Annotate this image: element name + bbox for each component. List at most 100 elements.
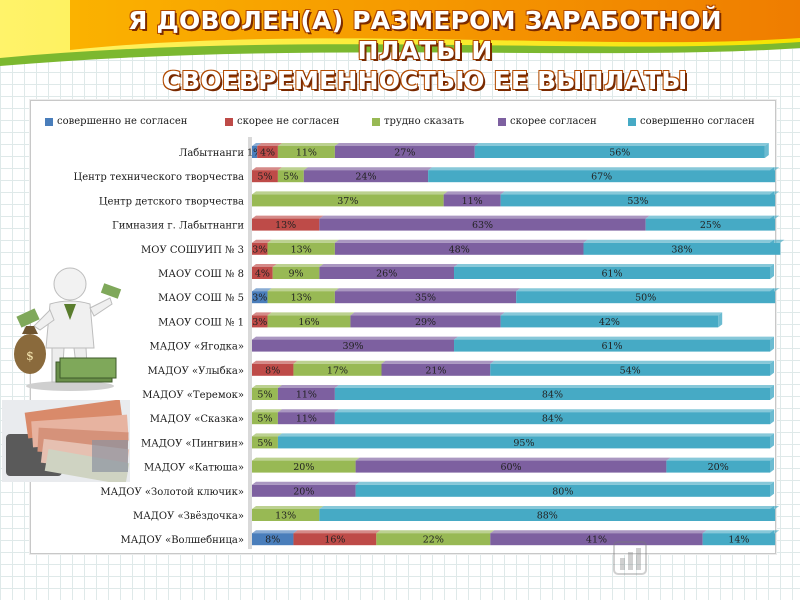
bar-segment — [666, 460, 770, 473]
data-label: 8% — [265, 365, 280, 376]
category-label: МАДОУ «Сказка» — [150, 414, 244, 425]
bar-segment — [272, 267, 320, 279]
data-label: 16% — [324, 535, 345, 546]
bar-segment — [454, 267, 770, 279]
category-label: МАОУ СОШ № 5 — [158, 293, 244, 304]
data-label: 11% — [296, 390, 317, 401]
bar-segment — [645, 218, 776, 231]
bar-segment — [267, 242, 335, 255]
bar-segment — [252, 242, 268, 255]
bar-segment-top — [277, 409, 339, 413]
bar-segment — [490, 363, 770, 376]
bar-end-cap — [770, 215, 774, 231]
category-label: МАОУ СОШ № 8 — [158, 269, 244, 280]
data-label: 5% — [257, 390, 272, 401]
bar-segment-top — [252, 360, 298, 364]
data-label: 4% — [255, 269, 270, 280]
bar-segment-top — [267, 239, 339, 243]
bar-segment-top — [583, 239, 785, 243]
data-label: 11% — [296, 414, 317, 425]
bar-segment-top — [490, 360, 774, 364]
bar-segment-top — [277, 143, 339, 146]
data-label: 67% — [591, 172, 612, 183]
title-line-2: СВОЕВРЕМЕННОСТЬЮ ЕЕ ВЫПЛАТЫ — [162, 66, 688, 95]
bar-segment-top — [334, 288, 521, 292]
data-label: 39% — [342, 341, 363, 352]
bar-end-cap — [770, 360, 774, 376]
bar-segment — [267, 315, 351, 328]
bar-end-cap — [770, 385, 774, 400]
bar-segment-top — [252, 215, 324, 219]
bar-segment — [293, 363, 382, 376]
bar-segment — [334, 242, 584, 255]
bar-segment-top — [272, 264, 324, 267]
category-label: МАОУ СОШ № 1 — [158, 317, 244, 328]
bar-segment-top — [252, 433, 282, 437]
chart-legend: совершенно не согласен скорее не согласе… — [45, 115, 765, 131]
data-label: 42% — [599, 317, 620, 328]
category-label: МАДОУ «Теремок» — [142, 390, 244, 401]
data-label: 9% — [288, 269, 303, 280]
data-label: 84% — [542, 414, 563, 425]
bar-segment-top — [474, 143, 769, 146]
bar-segment-top — [443, 191, 505, 195]
category-label: Центр детского творчества — [99, 196, 244, 207]
bar-segment — [350, 315, 501, 328]
data-label: 11% — [462, 196, 483, 207]
category-label: МАДОУ «Улыбка» — [147, 366, 244, 377]
category-label: МАДОУ «Волшебница» — [121, 535, 244, 546]
legend-label-1: совершенно не согласен — [57, 116, 188, 127]
data-label: 88% — [537, 511, 558, 522]
bar-segment-top — [267, 312, 355, 316]
bar-segment — [277, 436, 770, 449]
bar-segment-top — [277, 433, 774, 437]
data-label: 35% — [415, 293, 436, 304]
bar-segment — [252, 218, 320, 231]
data-label: 5% — [257, 414, 272, 425]
bar-segment-top — [303, 167, 433, 171]
data-label: 5% — [283, 172, 298, 183]
bar-segment — [252, 388, 278, 400]
bar-end-cap — [770, 506, 774, 521]
bar-segment — [252, 436, 278, 449]
data-label: 84% — [542, 390, 563, 401]
bar-end-cap — [770, 239, 774, 255]
bar-segment-top — [666, 457, 774, 461]
data-label: 27% — [394, 148, 415, 159]
data-label: 80% — [552, 486, 573, 497]
data-label: 56% — [609, 148, 630, 159]
bar-segment-top — [334, 143, 479, 146]
bar-segment-top — [376, 530, 495, 534]
data-label: 50% — [635, 293, 656, 304]
bar-end-cap — [718, 312, 723, 328]
bar-segment — [252, 533, 294, 546]
category-label: МАДОУ «Золотой ключик» — [100, 487, 244, 498]
data-label: 48% — [449, 244, 470, 255]
banknotes-and-wallet-illustration — [2, 400, 130, 482]
bar-segment — [355, 460, 667, 473]
bar-segment-top — [454, 336, 774, 340]
bar-segment — [583, 242, 781, 255]
bar-segment — [277, 170, 304, 183]
legend-label-3: трудно сказать — [384, 116, 465, 127]
bar-segment-top — [252, 143, 262, 146]
data-label: 21% — [425, 365, 446, 376]
title-line-1: Я ДОВОЛЕН(А) РАЗМЕРОМ ЗАРАБОТНОЙ ПЛАТЫ И — [128, 6, 722, 65]
bar-segment-top — [267, 288, 339, 292]
bar-segment — [277, 412, 335, 425]
bar-segment-top — [252, 191, 448, 195]
category-label: Центр технического творчества — [73, 172, 244, 183]
bar-segment — [252, 484, 356, 497]
data-label: 13% — [275, 511, 296, 522]
bar-segment — [277, 146, 335, 158]
data-label: 61% — [601, 341, 622, 352]
data-label: 29% — [415, 317, 436, 328]
data-label: 20% — [293, 486, 314, 497]
bar-segment-top — [252, 457, 360, 461]
bar-segment-top — [252, 167, 282, 171]
category-label: МАДОУ «Звёздочка» — [133, 511, 244, 522]
bar-segment-top — [293, 360, 386, 364]
bar-segment-top — [500, 312, 723, 316]
bar-segment-top — [428, 167, 780, 171]
bar-segment — [500, 315, 719, 328]
